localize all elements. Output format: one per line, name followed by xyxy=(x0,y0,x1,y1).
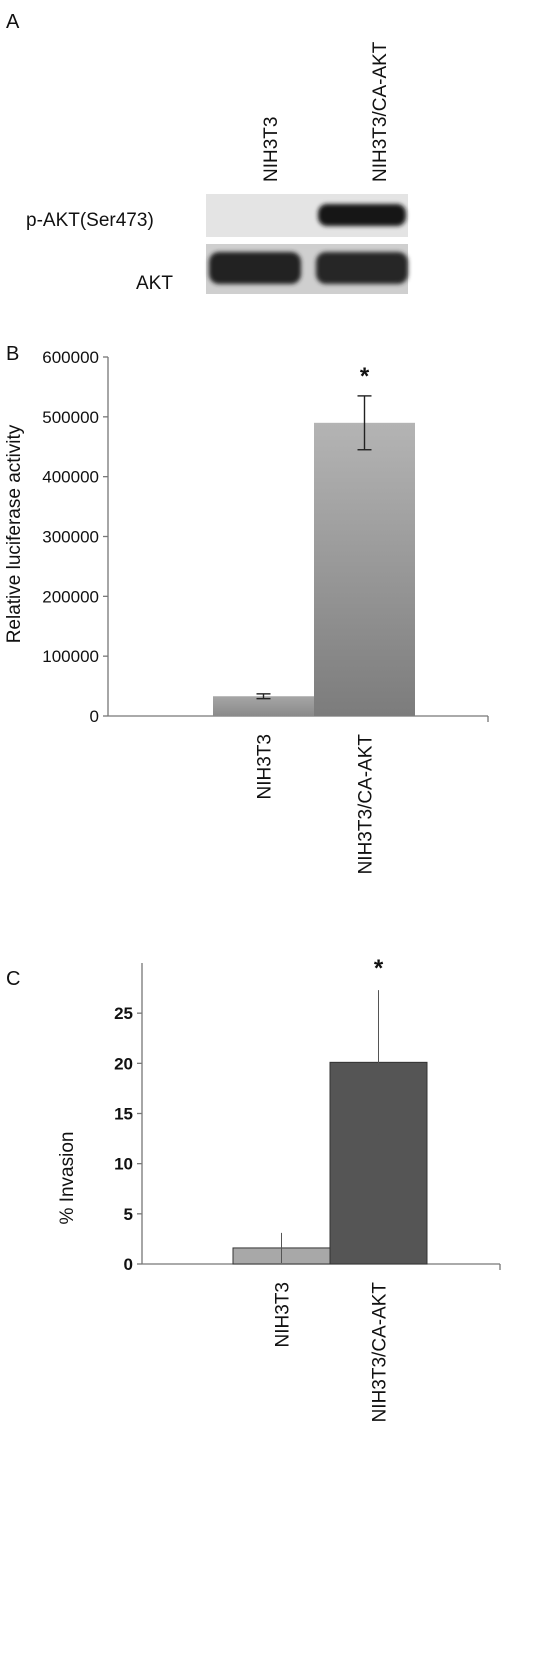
panel-letter-c: C xyxy=(6,968,20,990)
chart-c: 0 5 10 15 20 25 NIH3T3 NIH3T3/CA-AKT * xyxy=(114,955,501,1423)
y-tick-label: 0 xyxy=(124,1255,133,1274)
panel-letter-a: A xyxy=(6,11,20,33)
chart-c-ylabel: % Invasion xyxy=(57,1132,78,1225)
chart-b: 0 100000 200000 300000 400000 500000 600000 NIH… xyxy=(42,348,489,875)
blot-row-label-pakt: p-AKT(Ser473) xyxy=(26,210,154,231)
blot-strip-pakt xyxy=(206,194,408,237)
blot-band-akt-lane2 xyxy=(316,252,408,284)
blot-band-pakt-lane2 xyxy=(318,204,406,226)
y-tick-label: 200000 xyxy=(42,587,99,606)
bar-2 xyxy=(314,422,415,716)
blot-row-label-akt: AKT xyxy=(136,273,173,294)
y-tick-label: 500000 xyxy=(42,408,99,427)
y-tick-label: 5 xyxy=(124,1205,133,1224)
chart-b-ylabel: Relative luciferase activity xyxy=(4,424,25,643)
y-tick-label: 0 xyxy=(90,707,99,726)
y-tick-label: 15 xyxy=(114,1105,133,1124)
blot-strip-akt xyxy=(206,244,408,294)
x-category-label-2: NIH3T3/CA-AKT xyxy=(370,1282,391,1423)
y-tick-label: 10 xyxy=(114,1155,133,1174)
x-category-label-2: NIH3T3/CA-AKT xyxy=(356,734,377,875)
y-tick-label: 400000 xyxy=(42,468,99,487)
y-tick-label: 300000 xyxy=(42,528,99,547)
blot-lane-label-1: NIH3T3 xyxy=(261,117,282,182)
significance-marker: * xyxy=(374,955,384,982)
y-tick-label: 600000 xyxy=(42,348,99,367)
y-tick-label: 100000 xyxy=(42,647,99,666)
blot-lane-label-2: NIH3T3/CA-AKT xyxy=(370,41,391,182)
panel-letter-b: B xyxy=(6,343,19,365)
x-category-label-1: NIH3T3 xyxy=(255,734,276,799)
y-tick-label: 25 xyxy=(114,1004,133,1023)
significance-marker: * xyxy=(360,363,370,390)
x-category-label-1: NIH3T3 xyxy=(273,1282,294,1347)
y-tick-label: 20 xyxy=(114,1054,133,1073)
blot-band-akt-lane1 xyxy=(209,252,301,284)
bar-1 xyxy=(213,696,314,716)
